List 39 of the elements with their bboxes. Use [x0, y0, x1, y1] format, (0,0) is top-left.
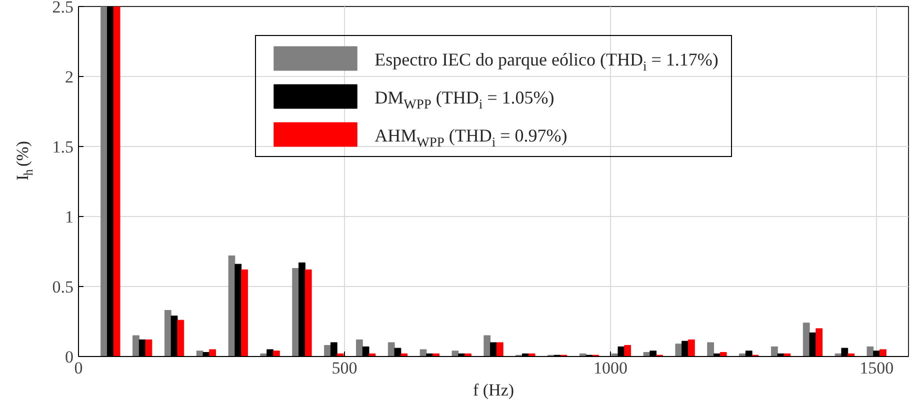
bar: [816, 328, 823, 356]
bar: [388, 342, 395, 356]
y-tick-label: 0.5: [52, 278, 74, 296]
bar: [100, 6, 108, 356]
x-tick-label: 1500: [860, 358, 894, 378]
x-tick-label: 1000: [594, 358, 628, 378]
bar: [452, 350, 459, 356]
bar: [496, 342, 504, 356]
bar: [720, 352, 727, 356]
bar: [177, 320, 184, 356]
bar: [304, 269, 312, 356]
y-tick-label: 1.5: [52, 138, 74, 156]
bar: [164, 310, 172, 356]
x-tick-label: 500: [332, 358, 358, 378]
bar: [292, 268, 300, 356]
bar: [624, 345, 632, 356]
bar: [484, 335, 491, 356]
bar: [324, 345, 331, 356]
bar: [241, 269, 248, 356]
y-axis-title: Ih (%): [13, 141, 36, 181]
bar: [356, 339, 363, 356]
bar: [145, 339, 152, 356]
bar: [770, 346, 778, 356]
bar: [209, 349, 216, 356]
y-tick-label: 2: [65, 68, 74, 86]
bar: [802, 322, 810, 356]
bar: [880, 349, 886, 356]
y-tick-label: 2.5: [52, 0, 74, 16]
bar: [707, 342, 714, 356]
x-axis-title: f (Hz): [472, 380, 514, 400]
bar: [866, 346, 874, 356]
bar: [688, 339, 695, 356]
bar: [420, 349, 427, 356]
bar: [132, 335, 140, 356]
bar: [675, 344, 682, 356]
y-tick-label: 1: [65, 208, 74, 226]
bar: [228, 255, 236, 356]
bar: [113, 6, 120, 356]
bar: [272, 350, 280, 356]
